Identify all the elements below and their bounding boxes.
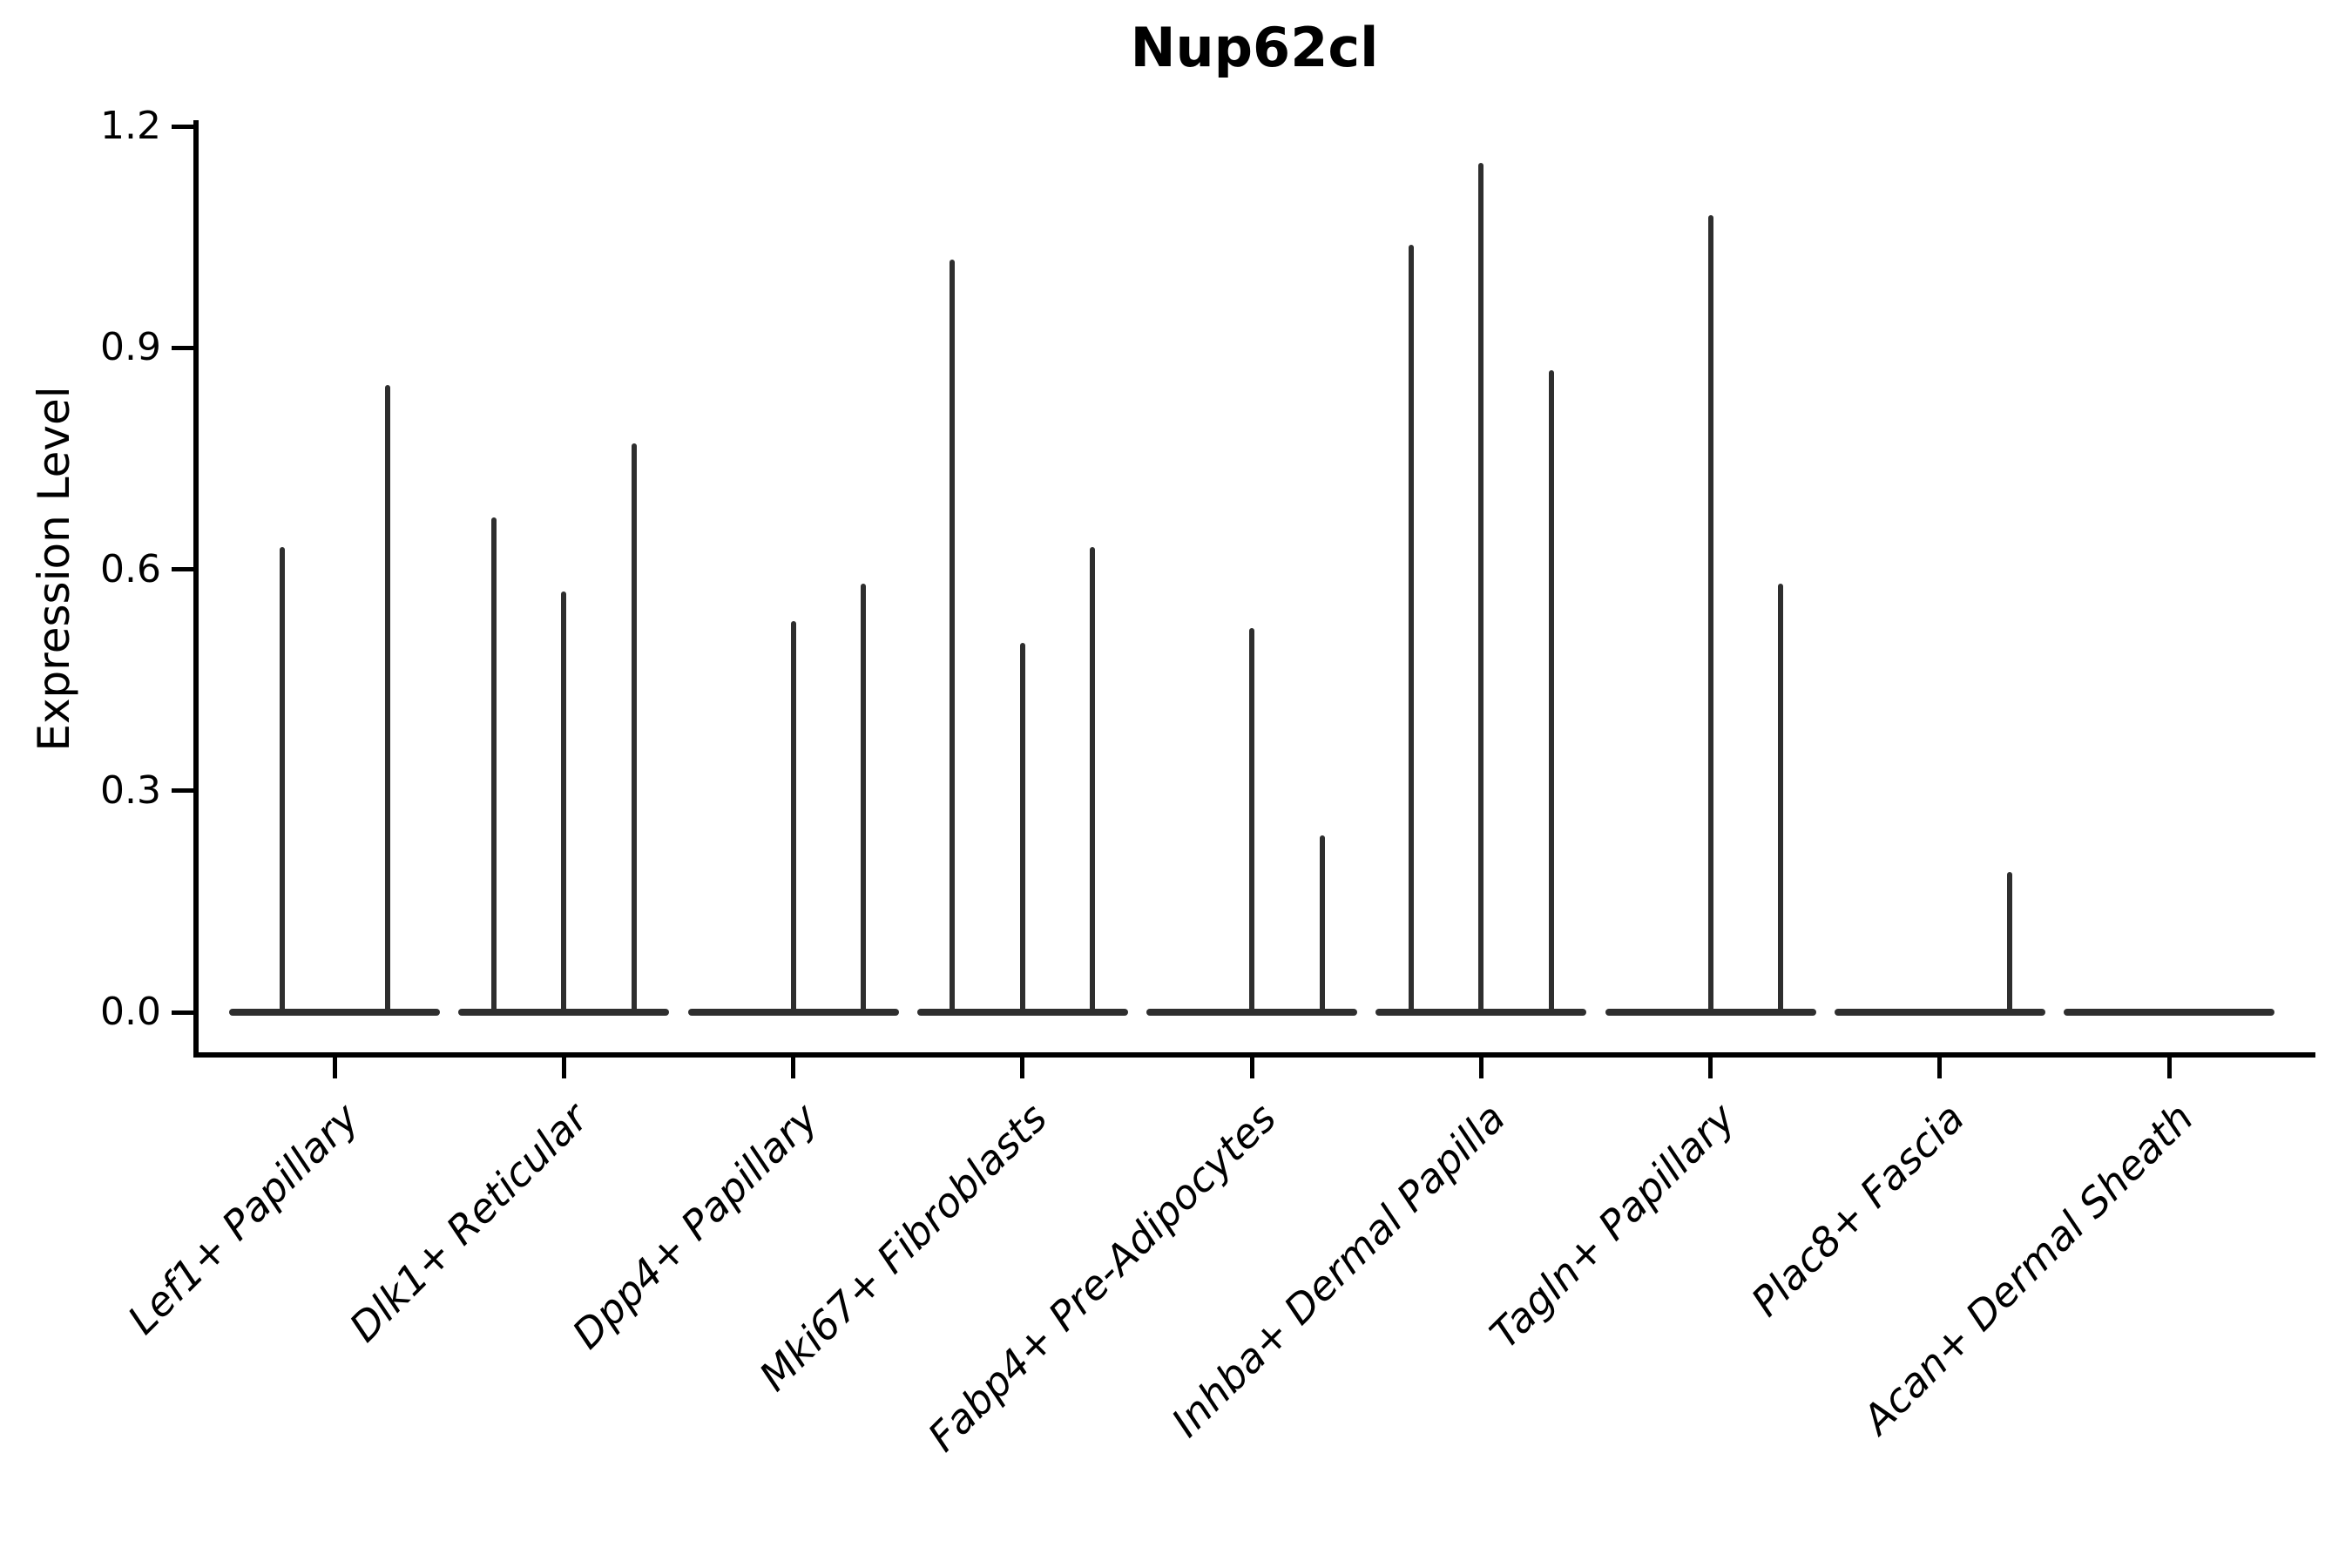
violin-spike bbox=[1090, 547, 1096, 1014]
x-tick-mark bbox=[791, 1055, 795, 1078]
violin-spike bbox=[384, 384, 390, 1014]
x-tick-label: Inhba+ Dermal Papilla bbox=[1162, 1094, 1515, 1446]
x-tick-mark bbox=[1249, 1055, 1254, 1078]
violin-spike bbox=[279, 547, 285, 1014]
y-tick-mark bbox=[172, 124, 196, 129]
violin-spike bbox=[2007, 871, 2013, 1014]
y-tick-mark bbox=[172, 567, 196, 571]
x-tick-mark bbox=[2166, 1055, 2172, 1078]
x-tick-label: Tagln+ Papillary bbox=[1480, 1094, 1744, 1358]
y-tick-label: 0.0 bbox=[100, 990, 161, 1034]
x-tick-label: Dpp4+ Papillary bbox=[563, 1094, 827, 1358]
violin-spike bbox=[1408, 244, 1414, 1014]
violin-spike bbox=[1019, 643, 1025, 1014]
y-tick-label: 0.3 bbox=[100, 767, 161, 813]
x-tick-label: Plac8+ Fascia bbox=[1741, 1094, 1973, 1326]
y-tick-mark bbox=[172, 788, 196, 794]
x-tick-label: Acan+ Dermal Sheath bbox=[1853, 1094, 2203, 1443]
violin-spike bbox=[1478, 163, 1484, 1014]
x-tick-label: Dlk1+ Reticular bbox=[340, 1094, 598, 1351]
x-tick-mark bbox=[1020, 1055, 1025, 1078]
y-axis-spine bbox=[193, 120, 199, 1058]
violin-spike bbox=[950, 259, 956, 1014]
x-tick-mark bbox=[1937, 1055, 1943, 1078]
x-axis-spine bbox=[193, 1052, 2315, 1058]
chart-title: Nup62cl bbox=[1130, 16, 1379, 79]
violin-spike bbox=[1707, 214, 1713, 1014]
x-tick-mark bbox=[332, 1055, 337, 1078]
y-tick-mark bbox=[172, 1010, 196, 1015]
violin-baseline bbox=[229, 1009, 440, 1016]
y-tick-label: 1.2 bbox=[100, 104, 161, 148]
violin-spike bbox=[490, 517, 497, 1014]
violin-spike bbox=[561, 591, 567, 1014]
violin-baseline bbox=[1834, 1009, 2045, 1016]
violin-spike bbox=[1249, 628, 1254, 1014]
violin-spike bbox=[631, 443, 637, 1014]
y-tick-mark bbox=[172, 345, 196, 350]
violin-spike bbox=[790, 620, 796, 1014]
violin-spike bbox=[1778, 584, 1784, 1014]
x-tick-mark bbox=[1478, 1055, 1484, 1078]
violin-spike bbox=[1319, 835, 1325, 1014]
violin-spike bbox=[1548, 369, 1554, 1014]
x-tick-label: Fabp4+ Pre-Adipocytes bbox=[918, 1094, 1286, 1461]
violin-spike bbox=[861, 584, 867, 1014]
x-tick-mark bbox=[1708, 1055, 1713, 1078]
y-tick-label: 0.6 bbox=[100, 546, 161, 591]
x-tick-mark bbox=[561, 1055, 566, 1078]
violin-baseline bbox=[2064, 1009, 2274, 1016]
x-tick-label: Mki67+ Fibroblasts bbox=[749, 1094, 1056, 1401]
y-tick-label: 0.9 bbox=[100, 325, 161, 370]
